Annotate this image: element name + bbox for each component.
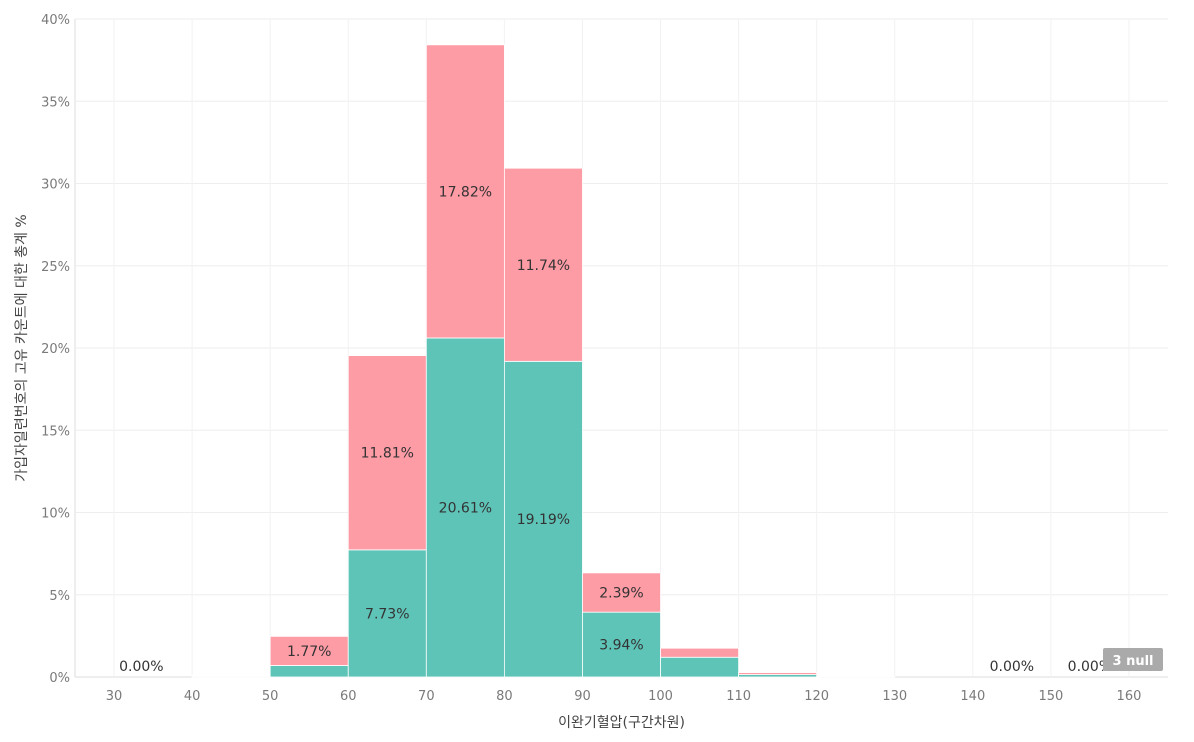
x-tick-label: 130 xyxy=(882,689,907,704)
bar-segment-lower xyxy=(425,337,505,678)
data-label: 3.94% xyxy=(599,638,643,654)
y-tick-label: 10% xyxy=(41,507,70,522)
y-tick-label: 15% xyxy=(41,424,70,439)
data-label: 0.00% xyxy=(1068,659,1112,675)
x-tick-label: 110 xyxy=(726,689,751,704)
y-tick-label: 40% xyxy=(41,13,70,28)
data-label: 2.39% xyxy=(599,586,643,602)
bar-segment-upper xyxy=(503,167,583,362)
data-label: 0.00% xyxy=(990,659,1034,675)
bar-segment-upper xyxy=(660,647,740,658)
x-tick-label: 80 xyxy=(496,689,513,704)
null-badge-label: 3 null xyxy=(1113,654,1154,669)
x-tick-label: 150 xyxy=(1038,689,1063,704)
bar-segment-lower xyxy=(660,656,740,678)
x-tick-label: 60 xyxy=(340,689,357,704)
x-axis-title: 이완기혈압(구간차원) xyxy=(558,715,685,731)
bar-segment-lower xyxy=(347,549,427,678)
bar-segment-upper xyxy=(269,635,349,666)
data-label: 17.82% xyxy=(439,184,492,200)
x-tick-label: 160 xyxy=(1117,689,1142,704)
data-label: 7.73% xyxy=(365,606,409,622)
data-label: 1.77% xyxy=(287,644,331,660)
y-tick-label: 25% xyxy=(41,260,70,275)
x-tick-label: 40 xyxy=(184,689,201,704)
y-tick-label: 0% xyxy=(49,671,70,686)
bar-segment-upper xyxy=(582,572,661,613)
y-tick-label: 5% xyxy=(49,589,70,604)
y-tick-label: 35% xyxy=(41,95,70,110)
bar-segment-lower xyxy=(269,665,349,678)
x-tick-label: 70 xyxy=(418,689,435,704)
data-label: 11.81% xyxy=(361,446,414,462)
data-label: 11.74% xyxy=(517,258,570,274)
x-tick-label: 140 xyxy=(960,689,985,704)
bar-segment-upper xyxy=(425,44,505,339)
y-axis-title: 가입자일련번호의 고유 카운트에 대한 총계 % xyxy=(14,214,30,481)
x-tick-label: 50 xyxy=(262,689,279,704)
bar-segment-upper xyxy=(738,672,818,675)
x-tick-label: 30 xyxy=(106,689,123,704)
y-tick-label: 20% xyxy=(41,342,70,357)
x-tick-label: 120 xyxy=(804,689,829,704)
x-tick-label: 90 xyxy=(574,689,591,704)
data-label: 0.00% xyxy=(119,659,163,675)
null-badge xyxy=(1103,648,1163,671)
bar-segment-lower xyxy=(503,360,583,678)
data-label: 19.19% xyxy=(517,512,570,528)
x-tick-label: 100 xyxy=(648,689,673,704)
y-tick-label: 30% xyxy=(41,178,70,193)
data-label: 20.61% xyxy=(439,500,492,516)
bar-segment-lower xyxy=(582,611,661,678)
